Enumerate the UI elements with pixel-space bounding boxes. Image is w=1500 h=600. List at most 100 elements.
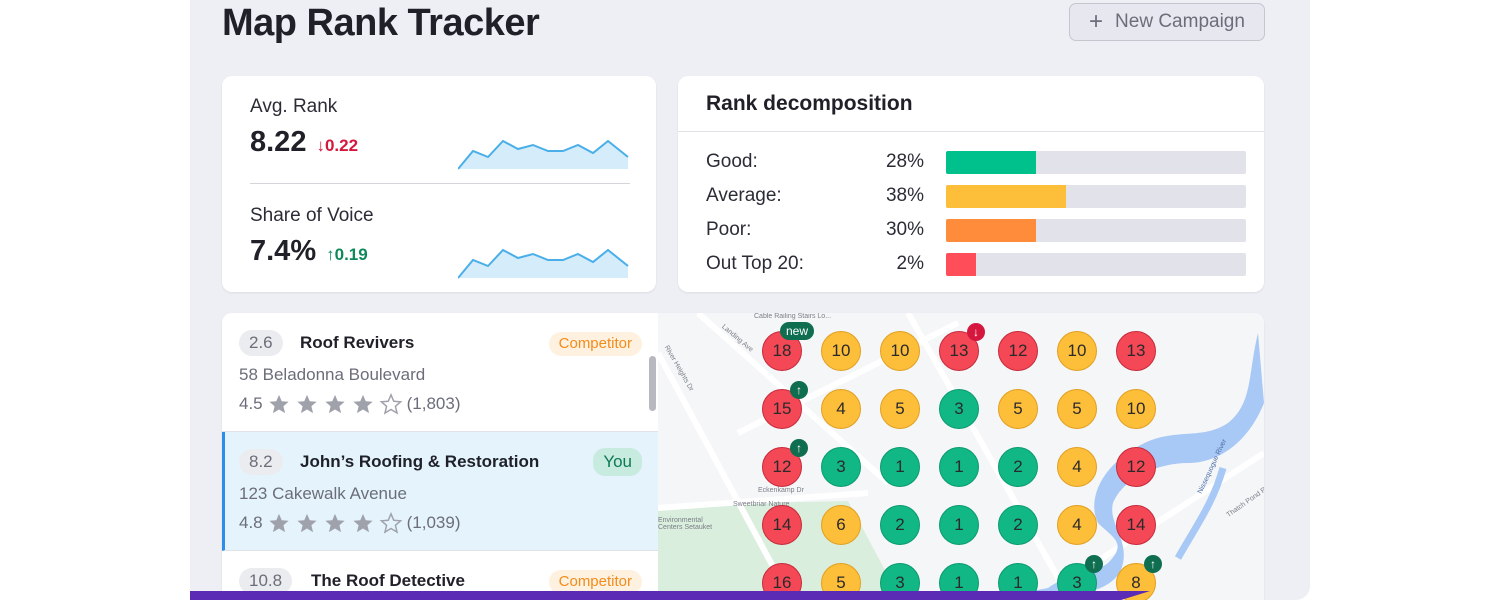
map-label: Sweetbriar Nature xyxy=(733,501,790,508)
decomp-bar-track xyxy=(946,218,1246,242)
arrow-up-icon: ↑ xyxy=(790,439,808,457)
map-label: Eckenkamp Dr xyxy=(758,487,804,494)
star-filled-icon xyxy=(269,394,289,414)
metrics-card: Avg. Rank 8.22 ↓0.22 Share of Voice 7.4%… xyxy=(222,76,656,292)
decomp-bar-fill xyxy=(946,252,976,276)
business-address: 58 Beladonna Boulevard xyxy=(239,365,426,384)
rank-pin[interactable]: 10 xyxy=(1057,331,1097,371)
rank-decomposition-card: Rank decomposition Good: 28% Average: 38… xyxy=(678,76,1264,292)
rating-value: 4.5 xyxy=(239,394,263,413)
rank-pin[interactable]: 1 xyxy=(939,505,979,545)
avg-rank-label: Avg. Rank xyxy=(250,96,338,117)
rank-pin[interactable]: 12 xyxy=(1116,447,1156,487)
star-filled-icon xyxy=(297,513,317,533)
decomp-label: Poor: xyxy=(706,219,752,240)
plus-icon: + xyxy=(1089,8,1104,35)
decomp-label: Average: xyxy=(706,185,782,206)
share-of-voice-metric: Share of Voice 7.4% ↑0.19 xyxy=(250,205,630,268)
decomp-bar-track xyxy=(946,252,1246,276)
rank-pin[interactable]: 2 xyxy=(998,505,1038,545)
decomp-bar-fill xyxy=(946,218,1036,242)
competitor-badge: Competitor xyxy=(548,332,642,356)
arrow-up-icon: ↑ xyxy=(1144,555,1162,573)
arrow-up-icon: ↑ xyxy=(326,245,335,264)
star-filled-icon xyxy=(325,394,345,414)
rank-decomposition-divider xyxy=(678,131,1264,132)
rank-pin[interactable]: 4 xyxy=(1057,505,1097,545)
decomp-bar-track xyxy=(946,184,1246,208)
page-title: Map Rank Tracker xyxy=(222,2,540,44)
map-label: Environmental Centers Setauket xyxy=(658,517,713,531)
rank-pin[interactable]: 4 xyxy=(1057,447,1097,487)
app-frame: Map Rank Tracker + New Campaign Avg. Ran… xyxy=(190,0,1310,600)
rank-pin[interactable]: 2 xyxy=(998,447,1038,487)
business-rating: 4.5 (1,803) xyxy=(239,393,461,415)
business-item[interactable]: 10.8 The Roof Detective Competitor xyxy=(222,551,658,600)
decomp-bar-track xyxy=(946,150,1246,174)
arrow-up-icon: ↑ xyxy=(790,381,808,399)
rank-pin[interactable]: 2 xyxy=(880,505,920,545)
decomp-pct: 30% xyxy=(885,219,924,240)
results-panel: 2.6 Roof Revivers Competitor 58 Beladonn… xyxy=(222,313,1264,600)
decomp-row-poor: Poor: 30% xyxy=(706,217,1246,243)
rank-pin[interactable]: 5 xyxy=(998,389,1038,429)
rank-pin[interactable]: 14 xyxy=(1116,505,1156,545)
decomp-label: Good: xyxy=(706,151,758,172)
business-item[interactable]: 2.6 Roof Revivers Competitor 58 Beladonn… xyxy=(222,313,658,432)
rank-pin[interactable]: 12 xyxy=(998,331,1038,371)
share-of-voice-delta: ↑0.19 xyxy=(326,245,368,264)
business-rating: 4.8 (1,039) xyxy=(239,512,461,534)
rank-pin[interactable]: 13 xyxy=(1116,331,1156,371)
share-of-voice-label: Share of Voice xyxy=(250,205,374,226)
rank-pin[interactable]: 3 xyxy=(939,389,979,429)
avg-rank-metric: Avg. Rank 8.22 ↓0.22 xyxy=(250,96,630,159)
rank-pill: 8.2 xyxy=(239,449,283,475)
rank-pin[interactable]: 14 xyxy=(762,505,802,545)
rank-pin[interactable]: 1 xyxy=(939,447,979,487)
rank-pin[interactable]: 4 xyxy=(821,389,861,429)
avg-rank-value: 8.22 xyxy=(250,126,307,158)
competitor-badge: Competitor xyxy=(548,570,642,594)
rank-pin[interactable]: 1 xyxy=(880,447,920,487)
avg-rank-delta: ↓0.22 xyxy=(316,136,359,155)
arrow-down-icon: ↓ xyxy=(967,323,985,341)
rank-pin[interactable]: 5 xyxy=(880,389,920,429)
bottom-accent-bar xyxy=(190,591,1150,600)
share-of-voice-sparkline xyxy=(458,248,629,279)
decomp-row-out-top-20: Out Top 20: 2% xyxy=(706,251,1246,277)
star-filled-icon xyxy=(297,394,317,414)
decomp-label: Out Top 20: xyxy=(706,253,804,274)
rank-pin[interactable]: 10 xyxy=(821,331,861,371)
metrics-divider xyxy=(250,183,630,184)
rank-decomposition-title: Rank decomposition xyxy=(706,92,913,115)
star-filled-icon xyxy=(269,513,289,533)
star-filled-icon xyxy=(353,394,373,414)
new-campaign-button[interactable]: + New Campaign xyxy=(1069,3,1265,41)
star-empty-icon xyxy=(379,512,403,534)
review-count: (1,039) xyxy=(406,513,461,532)
business-name: The Roof Detective xyxy=(311,571,465,590)
business-list[interactable]: 2.6 Roof Revivers Competitor 58 Beladonn… xyxy=(222,313,658,600)
rank-pin[interactable]: 5 xyxy=(1057,389,1097,429)
rank-pill: 2.6 xyxy=(239,330,283,356)
list-scrollbar[interactable] xyxy=(649,356,656,411)
rank-pin[interactable]: 10 xyxy=(1116,389,1156,429)
rank-pin[interactable]: 6 xyxy=(821,505,861,545)
arrow-up-icon: ↑ xyxy=(1085,555,1103,573)
business-address: 123 Cakewalk Avenue xyxy=(239,484,407,503)
decomp-bar-fill xyxy=(946,150,1036,174)
decomp-row-good: Good: 28% xyxy=(706,149,1246,175)
star-empty-icon xyxy=(379,393,403,415)
decomp-pct: 38% xyxy=(885,185,924,206)
star-filled-icon xyxy=(353,513,373,533)
decomp-bar-fill xyxy=(946,184,1066,208)
decomp-row-average: Average: 38% xyxy=(706,183,1246,209)
business-item-you[interactable]: 8.2 John’s Roofing & Restoration You 123… xyxy=(222,432,658,551)
you-badge: You xyxy=(593,448,642,476)
rank-pin[interactable]: 3 xyxy=(821,447,861,487)
rank-grid-map[interactable]: Cable Railing Stairs Lo... Landing Ave R… xyxy=(658,313,1264,600)
rank-pin[interactable]: 10 xyxy=(880,331,920,371)
rank-pill: 10.8 xyxy=(239,568,293,594)
avg-rank-sparkline xyxy=(458,139,629,170)
new-tag: new xyxy=(780,322,815,340)
